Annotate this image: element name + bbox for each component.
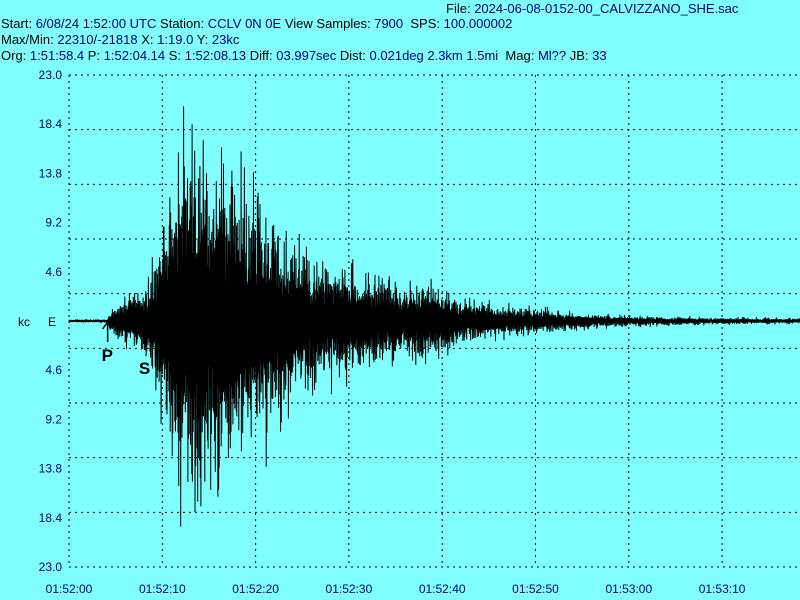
org-label: Org: [1, 48, 27, 63]
start-value: 6/08/24 1:52:00 UTC [35, 16, 157, 31]
maxmin-value: 22310/-21818 [57, 32, 138, 47]
component-label: E [48, 315, 56, 329]
sps-label: SPS: [410, 16, 440, 31]
x-tick-label: 01:52:00 [46, 582, 93, 596]
y-tick-label: 9.2 [45, 216, 62, 230]
station-label: Station: [160, 16, 205, 31]
mag-label: Mag: [505, 48, 535, 63]
y-unit-label: kc [18, 315, 30, 329]
y-scale-value: 23kc [211, 32, 240, 47]
p-label: P: [87, 48, 101, 63]
phase-picks: PS [102, 320, 151, 378]
x-scale-label: X: [141, 32, 154, 47]
jb-label: JB: [569, 48, 589, 63]
x-tick-label: 01:53:10 [699, 582, 746, 596]
s-value: 1:52:08.13 [184, 48, 247, 63]
x-tick-labels: 01:52:00 01:52:10 01:52:20 01:52:30 01:52:40… [46, 582, 746, 596]
waveform-trace [68, 106, 800, 527]
mag-value: Ml?? [537, 48, 567, 63]
y-tick-label: 4.6 [45, 265, 62, 279]
y-tick-label: 18.4 [39, 117, 63, 131]
x-scale-value: 1:19.0 [157, 32, 194, 47]
diff-value: 03.997sec [276, 48, 337, 63]
y-tick-label: 13.8 [39, 166, 63, 180]
y-tick-label: 23.0 [39, 560, 63, 574]
org-value: 1:51:58.4 [29, 48, 85, 63]
x-tick-label: 01:52:30 [326, 582, 373, 596]
diff-label: Diff: [249, 48, 273, 63]
sps-value: 100.000002 [443, 16, 513, 31]
y-scale-label: Y: [196, 32, 209, 47]
dist-value: 0.021deg 2.3km 1.5mi [369, 48, 499, 63]
y-tick-label: 4.6 [45, 363, 62, 377]
x-tick-label: 01:53:00 [605, 582, 652, 596]
maxmin-line: Max/Min: 22310/-21818 X: 1:19.0 Y: 23kc [1, 32, 239, 47]
view-samples-value: 7900 [374, 16, 404, 31]
view-samples-label: View Samples: [284, 16, 371, 31]
s-label: S: [168, 48, 182, 63]
y-tick-label: 18.4 [39, 511, 63, 525]
phase-pick-label: P [102, 346, 113, 365]
file-line: File: 2024-06-08-0152-00_CALVIZZANO_SHE.… [446, 1, 738, 16]
maxmin-label: Max/Min: [1, 32, 54, 47]
phase-pick-label: S [139, 359, 150, 378]
x-tick-label: 01:52:40 [419, 582, 466, 596]
jb-value: 33 [592, 48, 607, 63]
file-label: File: [446, 1, 471, 16]
y-tick-label: 23.0 [39, 68, 63, 82]
file-name: 2024-06-08-0152-00_CALVIZZANO_SHE.sac [474, 1, 739, 16]
start-line: Start: 6/08/24 1:52:00 UTC Station: CCLV… [1, 16, 512, 31]
x-tick-label: 01:52:20 [232, 582, 279, 596]
start-label: Start: [1, 16, 33, 31]
x-tick-label: 01:52:10 [139, 582, 186, 596]
y-tick-label: 13.8 [39, 462, 63, 476]
dist-label: Dist: [339, 48, 366, 63]
x-tick-label: 01:52:50 [512, 582, 559, 596]
p-value: 1:52:04.14 [103, 48, 166, 63]
origin-line: Org: 1:51:58.4 P: 1:52:04.14 S: 1:52:08.… [1, 48, 607, 63]
y-tick-label: 9.2 [45, 412, 62, 426]
station-value: CCLV 0N 0E [207, 16, 282, 31]
y-tick-labels: 23.0 18.4 13.8 9.2 4.6 4.6 9.2 13.8 18.4 23.0 [39, 68, 63, 574]
